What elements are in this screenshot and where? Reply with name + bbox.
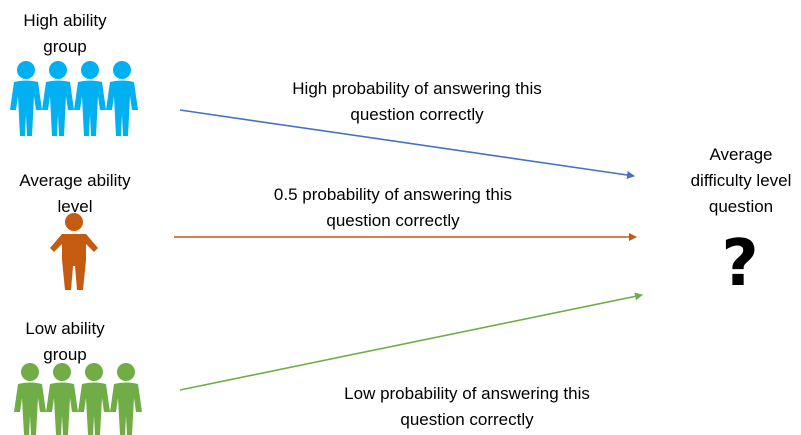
- high-probability-arrow: [179, 109, 635, 179]
- average-ability-person-icon: [50, 213, 98, 290]
- low-ability-group-icon: [14, 363, 142, 435]
- high-probability-label: High probability of answering this quest…: [292, 79, 542, 124]
- person-icon: [14, 363, 46, 435]
- low-ability-label: Low ability group: [25, 319, 105, 364]
- person-icon: [78, 363, 110, 435]
- low-probability-label: Low probability of answering this questi…: [344, 384, 590, 429]
- person-icon: [42, 61, 74, 136]
- high-ability-group-icon: [10, 61, 138, 136]
- average-ability-label: Average ability level: [19, 171, 131, 216]
- person-icon: [110, 363, 142, 435]
- person-icon: [10, 61, 42, 136]
- question-label: Average difficulty level question: [690, 145, 792, 216]
- high-ability-label: High ability group: [23, 11, 107, 56]
- average-probability-label: 0.5 probability of answering this questi…: [273, 185, 513, 230]
- question-mark-icon: ?: [721, 227, 759, 301]
- person-icon: [46, 363, 78, 435]
- low-probability-arrow: [179, 292, 643, 391]
- person-icon: [74, 61, 106, 136]
- person-icon: [106, 61, 138, 136]
